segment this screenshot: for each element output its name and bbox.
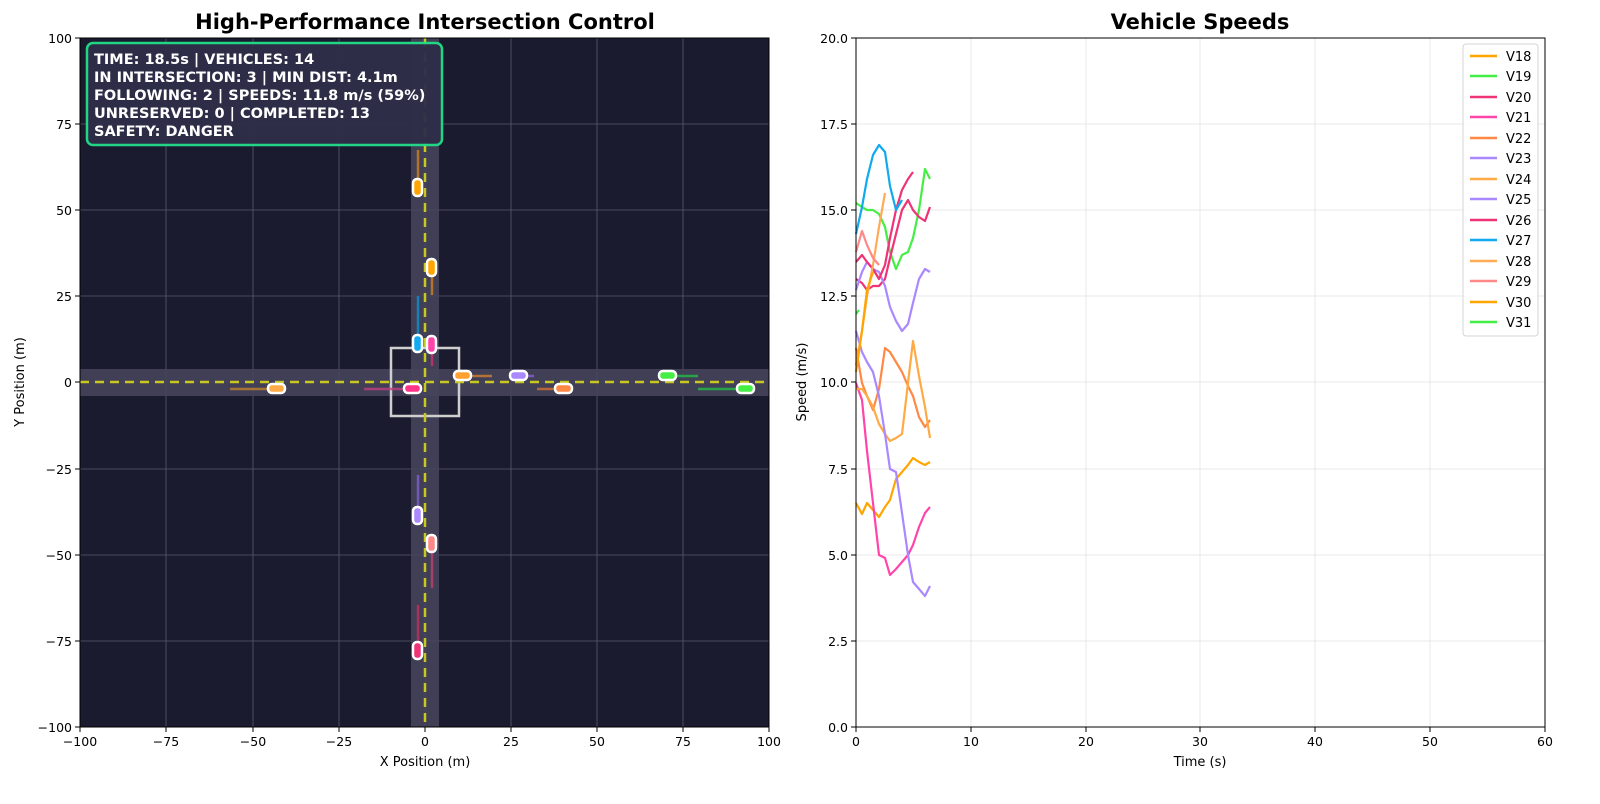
series-v21 <box>854 382 931 577</box>
vehicle-marker <box>508 369 529 382</box>
map-title: High-Performance Intersection Control <box>195 10 655 34</box>
y-tick: 15.0 <box>820 203 848 218</box>
legend-label: V31 <box>1506 316 1531 331</box>
y-tick: 50 <box>56 203 72 218</box>
series-v24 <box>856 339 932 443</box>
legend-label: V19 <box>1506 70 1531 85</box>
y-tick: −25 <box>46 462 72 477</box>
series-v18 <box>855 456 931 519</box>
vehicle-marker <box>411 505 424 526</box>
x-tick: −50 <box>240 734 266 749</box>
speed-legend: V18 V19 V20 V21 V22 V23 V24 V25 V26 V27 … <box>1462 43 1539 337</box>
speed-chart-panel: Vehicle Speeds <box>795 10 1553 770</box>
y-tick: 0.0 <box>828 720 848 735</box>
series-v25 <box>854 330 931 598</box>
y-tick: 100 <box>48 31 72 46</box>
legend-label: V20 <box>1506 91 1531 106</box>
y-tick: 25 <box>56 289 72 304</box>
speed-y-tick-marks <box>851 37 856 728</box>
x-tick: 25 <box>503 734 519 749</box>
legend-label: V18 <box>1506 50 1531 65</box>
speed-y-label: Speed (m/s) <box>795 343 810 422</box>
speed-lines <box>854 143 932 598</box>
speed-y-tick-labels: 20.0 17.5 15.0 12.5 10.0 7.5 5.0 2.5 0.0 <box>820 31 848 735</box>
series-v29 <box>854 229 880 266</box>
legend-label: V26 <box>1506 214 1531 229</box>
vehicle-marker <box>411 333 424 354</box>
vehicle-marker <box>411 177 424 198</box>
y-tick: 20.0 <box>820 31 848 46</box>
map-y-label: Y Position (m) <box>13 337 28 428</box>
legend-label: V23 <box>1506 152 1531 167</box>
series-v26 <box>855 171 914 281</box>
legend-label: V30 <box>1506 296 1531 311</box>
legend-label: V29 <box>1506 275 1531 290</box>
intersection-map-panel: High-Performance Intersection Control <box>13 10 781 770</box>
info-line-following: FOLLOWING: 2 | SPEEDS: 11.8 m/s (59%) <box>94 88 425 104</box>
x-tick: −75 <box>153 734 179 749</box>
map-x-label: X Position (m) <box>380 755 471 770</box>
y-tick: 7.5 <box>828 462 848 477</box>
x-tick: 50 <box>589 734 605 749</box>
map-y-tick-marks <box>75 37 80 728</box>
legend-label: V22 <box>1506 132 1531 147</box>
speed-x-label: Time (s) <box>1173 755 1227 770</box>
y-tick: 5.0 <box>828 548 848 563</box>
legend-label: V27 <box>1506 234 1531 249</box>
speed-chart-grid <box>856 38 1545 727</box>
x-tick: 10 <box>963 734 979 749</box>
x-tick: 20 <box>1078 734 1094 749</box>
x-tick: 0 <box>421 734 429 749</box>
map-y-tick-labels: 100 75 50 25 0 −25 −50 −75 −100 <box>38 31 72 735</box>
vehicle-marker <box>735 382 756 395</box>
series-v30 <box>854 271 875 373</box>
x-tick: 0 <box>852 734 860 749</box>
x-tick: 60 <box>1537 734 1553 749</box>
y-tick: 2.5 <box>828 634 848 649</box>
speed-chart-title: Vehicle Speeds <box>1111 10 1290 34</box>
info-line-time: TIME: 18.5s | VEHICLES: 14 <box>94 52 314 68</box>
vehicle-marker <box>402 382 423 395</box>
speed-x-tick-labels: 0 10 20 30 40 50 60 <box>852 734 1553 749</box>
speed-x-tick-marks <box>855 727 1546 732</box>
vehicle-marker <box>425 257 438 278</box>
x-tick: 50 <box>1422 734 1438 749</box>
y-tick: 10.0 <box>820 375 848 390</box>
y-tick: 12.5 <box>820 289 848 304</box>
info-line-safety: SAFETY: DANGER <box>94 124 234 140</box>
status-info-box: TIME: 18.5s | VEHICLES: 14 IN INTERSECTI… <box>85 41 444 147</box>
y-tick: −50 <box>46 548 72 563</box>
speed-chart-background <box>856 38 1545 727</box>
vehicle-marker <box>657 369 678 382</box>
vehicle-marker <box>553 382 574 395</box>
info-line-unreserved: UNRESERVED: 0 | COMPLETED: 13 <box>94 106 370 122</box>
x-tick: 40 <box>1307 734 1323 749</box>
vehicle-marker <box>411 640 424 661</box>
info-line-intersection: IN INTERSECTION: 3 | MIN DIST: 4.1m <box>94 70 398 86</box>
y-tick: 75 <box>56 117 72 132</box>
vehicle-marker <box>452 369 473 382</box>
map-x-tick-marks <box>79 727 770 732</box>
x-tick: −100 <box>63 734 97 749</box>
legend-label: V25 <box>1506 193 1531 208</box>
y-tick: 0 <box>64 375 72 390</box>
vehicles <box>266 177 756 661</box>
x-tick: 100 <box>757 734 781 749</box>
vehicle-marker <box>425 334 438 355</box>
y-tick: 17.5 <box>820 117 848 132</box>
x-tick: −25 <box>326 734 352 749</box>
x-tick: 75 <box>675 734 691 749</box>
y-tick: −75 <box>46 634 72 649</box>
map-x-tick-labels: −100 −75 −50 −25 0 25 50 75 100 <box>63 734 781 749</box>
vehicle-marker <box>425 533 438 554</box>
x-tick: 30 <box>1192 734 1208 749</box>
legend-label: V28 <box>1506 255 1531 270</box>
vehicle-marker <box>266 382 287 395</box>
legend-label: V24 <box>1506 173 1531 188</box>
series-v27 <box>854 143 903 235</box>
legend-label: V21 <box>1506 111 1531 126</box>
y-tick: −100 <box>38 720 72 735</box>
